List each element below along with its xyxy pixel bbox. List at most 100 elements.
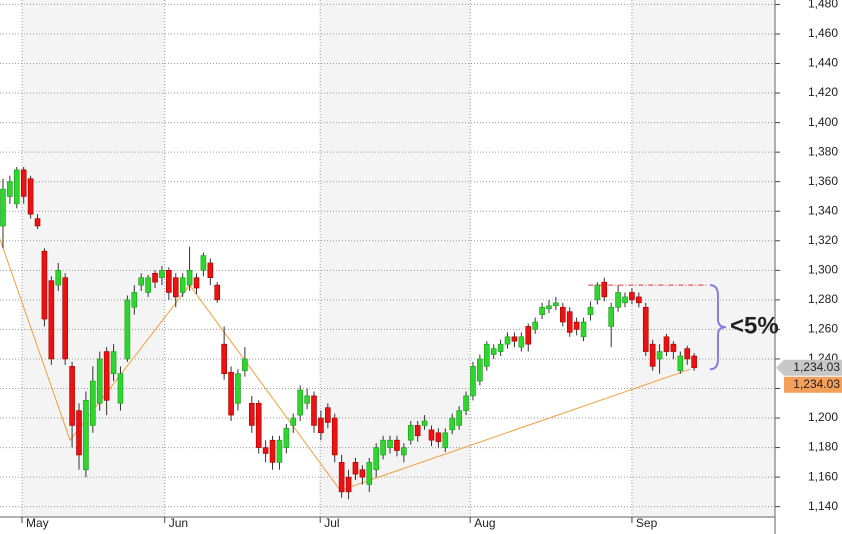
candle-body bbox=[518, 336, 525, 348]
candle-body bbox=[421, 420, 428, 426]
candle-body bbox=[83, 400, 89, 471]
candle-body bbox=[90, 380, 96, 426]
x-tick-label: May bbox=[26, 516, 49, 530]
candle-body bbox=[566, 311, 573, 333]
candle-body bbox=[560, 306, 566, 323]
y-tick-label: 1,280 bbox=[808, 292, 838, 306]
candle-body bbox=[48, 280, 55, 360]
candle-body bbox=[407, 425, 414, 441]
candle-body bbox=[580, 321, 587, 338]
y-tick-label: 1,420 bbox=[808, 85, 838, 99]
candle-body bbox=[138, 277, 145, 286]
candle-body bbox=[656, 351, 663, 360]
candle-body bbox=[221, 343, 227, 375]
y-tick-label: 1,140 bbox=[808, 499, 838, 513]
candle-body bbox=[366, 462, 373, 485]
candle-body bbox=[172, 277, 179, 298]
annotation-text: <5% bbox=[730, 313, 779, 340]
candle-body bbox=[636, 296, 642, 304]
y-tick-label: 1,300 bbox=[808, 262, 838, 276]
y-tick-label: 1,180 bbox=[808, 440, 838, 454]
candle-body bbox=[69, 366, 75, 426]
candle-body bbox=[131, 292, 138, 308]
candle-body bbox=[504, 336, 511, 345]
candle-body bbox=[573, 321, 580, 330]
candle-body bbox=[428, 429, 435, 441]
candle-body bbox=[483, 343, 490, 367]
candle-body bbox=[124, 299, 131, 360]
candle-body bbox=[401, 447, 407, 456]
candle-body bbox=[380, 439, 386, 456]
x-tick-label: Aug bbox=[474, 516, 495, 530]
x-tick-label: Sep bbox=[636, 516, 658, 530]
candle-body bbox=[179, 277, 186, 293]
price-pointer bbox=[776, 359, 784, 376]
candle-body bbox=[525, 326, 532, 345]
y-tick-label: 1,340 bbox=[808, 203, 838, 217]
candle-body bbox=[649, 343, 656, 367]
price-marker: 1,234.03 bbox=[784, 376, 842, 393]
candle-body bbox=[587, 306, 594, 315]
candle-body bbox=[103, 351, 110, 401]
candle-body bbox=[414, 425, 421, 437]
candle-body bbox=[532, 321, 538, 330]
price-box bbox=[784, 376, 842, 393]
candle-body bbox=[435, 432, 442, 442]
month-band bbox=[0, 0, 22, 517]
candle-body bbox=[248, 402, 255, 426]
candle-body bbox=[553, 302, 559, 307]
candle-body bbox=[235, 373, 241, 404]
candle-body bbox=[152, 272, 158, 283]
candle-body bbox=[276, 439, 283, 463]
candle-body bbox=[214, 284, 221, 301]
candle-body bbox=[62, 277, 68, 360]
candle-body bbox=[34, 218, 41, 227]
candle-body bbox=[629, 292, 635, 301]
candle-body bbox=[96, 358, 103, 404]
candle-body bbox=[338, 462, 345, 493]
candle-body bbox=[13, 169, 20, 205]
month-band bbox=[470, 0, 632, 517]
y-tick-label: 1,440 bbox=[808, 56, 838, 70]
y-tick-label: 1,460 bbox=[808, 26, 838, 40]
candle-body bbox=[470, 366, 476, 397]
y-tick-label: 1,360 bbox=[808, 174, 838, 188]
candle-body bbox=[345, 476, 352, 493]
candle-body bbox=[601, 281, 608, 298]
candle-body bbox=[663, 336, 670, 352]
x-tick-label: Jul bbox=[324, 516, 339, 530]
candle-body bbox=[269, 439, 276, 463]
candle-body bbox=[677, 355, 684, 372]
price-label: 1,234.03 bbox=[793, 377, 840, 391]
candle-body bbox=[166, 270, 172, 293]
candle-body bbox=[387, 439, 393, 448]
candle-body bbox=[608, 306, 614, 327]
price-box bbox=[784, 359, 842, 376]
y-tick-label: 1,320 bbox=[808, 233, 838, 247]
candle-body bbox=[477, 358, 483, 382]
candle-body bbox=[352, 462, 359, 475]
candle-body bbox=[304, 395, 310, 404]
candle-body bbox=[331, 417, 338, 456]
candle-body bbox=[373, 447, 379, 471]
y-tick-label: 1,380 bbox=[808, 144, 838, 158]
candle-body bbox=[193, 277, 200, 289]
candle-body bbox=[394, 439, 400, 451]
month-band bbox=[631, 0, 775, 517]
candle-body bbox=[7, 181, 13, 197]
y-tick-label: 1,200 bbox=[808, 410, 838, 424]
candle-body bbox=[20, 169, 27, 197]
candle-body bbox=[297, 389, 303, 416]
y-tick-label: 1,480 bbox=[808, 0, 838, 11]
candle-body bbox=[456, 410, 462, 426]
candle-body bbox=[41, 250, 48, 320]
candle-body bbox=[228, 371, 234, 416]
month-band bbox=[164, 0, 321, 517]
x-tick-label: Jun bbox=[169, 516, 188, 530]
candle-body bbox=[490, 348, 497, 355]
candle-body bbox=[262, 447, 269, 454]
candle-body bbox=[511, 336, 518, 342]
candle-body bbox=[117, 373, 124, 404]
candle-body bbox=[642, 306, 649, 352]
